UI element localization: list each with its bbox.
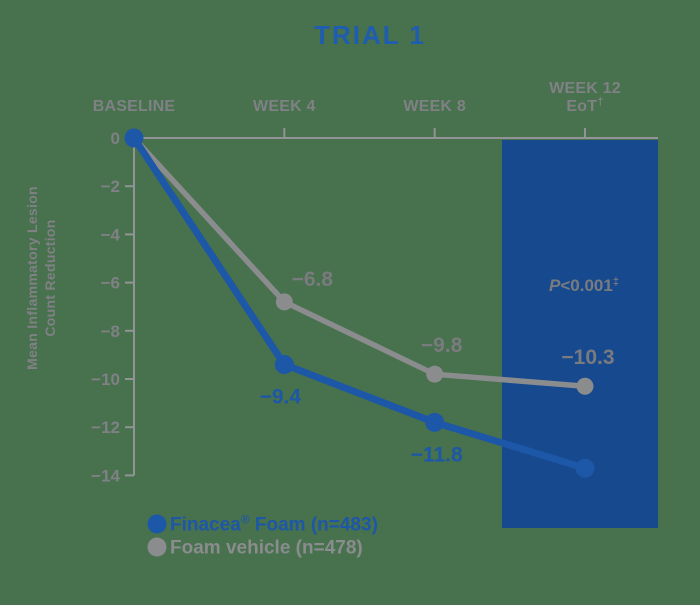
series-line-finacea-foam (131, 136, 587, 472)
legend: Finacea® Foam (n=483)Foam vehicle (n=478… (147, 513, 378, 559)
series-line-foam-vehicle (131, 136, 586, 389)
y-tick-label: −10 (91, 370, 120, 389)
y-tick-label: −12 (91, 418, 120, 437)
dagger-footnote-mark: † (597, 96, 603, 108)
legend-label: Foam vehicle (n=478) (170, 538, 363, 559)
y-tick-label: −4 (101, 225, 121, 244)
y-tick-label: 0 (111, 129, 120, 148)
point-value-label: −9.4 (260, 386, 302, 409)
p-value-annotation: P<0.001‡ (549, 276, 619, 295)
legend-item: Finacea® Foam (n=483) (147, 513, 378, 536)
x-axis-label: WEEK 4 (253, 98, 316, 115)
legend-item: Foam vehicle (n=478) (147, 537, 363, 559)
point-value-label: −9.8 (421, 334, 463, 357)
chart-title: TRIAL 1 (314, 20, 426, 50)
x-axis-label: WEEK 12 (549, 80, 621, 97)
data-point-marker (274, 355, 294, 375)
data-point-marker (426, 365, 444, 383)
data-point-marker (275, 293, 293, 311)
x-axis-label: WEEK 8 (403, 98, 466, 115)
data-point-marker (576, 377, 594, 395)
data-point-marker (575, 458, 595, 478)
labels-layer: −9.4 −11.8 −6.8 −9.8 −10.3 P<0.001‡ (260, 268, 619, 467)
point-value-label: −11.8 (411, 443, 463, 466)
legend-swatch (147, 537, 167, 557)
point-value-label: −6.8 (292, 268, 334, 291)
x-axis-label: EoT† (566, 96, 603, 115)
double-dagger-footnote-mark: ‡ (613, 276, 619, 288)
y-axis-title: Mean Inflammatory Lesion (24, 186, 40, 370)
y-tick-label: −6 (101, 274, 120, 293)
y-axis-title: Count Reduction (42, 219, 58, 336)
data-point-marker (425, 412, 445, 432)
y-tick-label: −8 (101, 322, 120, 341)
x-axis-label: BASELINE (93, 98, 176, 115)
point-value-label: −10.3 (561, 346, 614, 369)
series-layer (124, 128, 595, 478)
y-tick-label: −2 (101, 177, 120, 196)
legend-swatch (147, 514, 167, 534)
data-point-marker (124, 128, 144, 148)
registered-trademark-mark: ® (241, 513, 250, 527)
y-tick-label: −14 (91, 466, 120, 485)
legend-label: Finacea® Foam (n=483) (170, 513, 378, 536)
